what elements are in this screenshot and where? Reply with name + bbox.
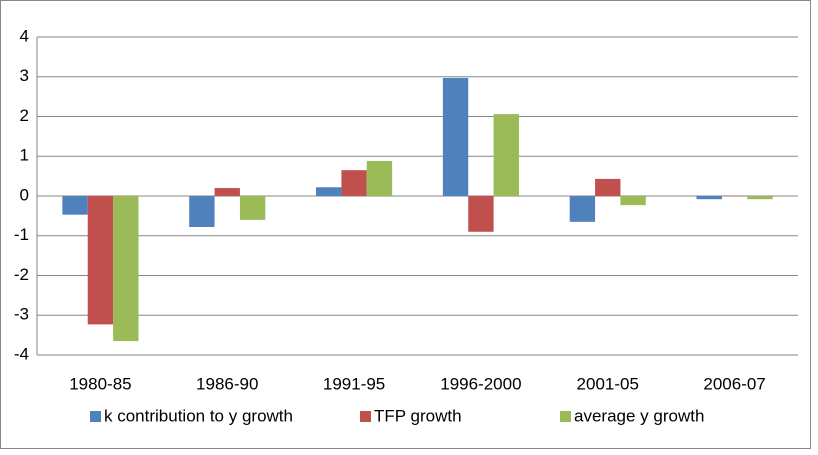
bar bbox=[316, 187, 341, 196]
x-tick-label: 2001-05 bbox=[577, 374, 639, 393]
bar bbox=[88, 196, 113, 324]
y-tick-label: -3 bbox=[14, 305, 29, 324]
legend-label: average y growth bbox=[574, 406, 704, 425]
legend-swatch bbox=[560, 411, 571, 422]
x-tick-label: 1996-2000 bbox=[440, 374, 521, 393]
y-tick-label: 0 bbox=[20, 185, 29, 204]
bar bbox=[468, 196, 493, 232]
bar bbox=[697, 196, 722, 199]
bar bbox=[494, 114, 519, 196]
x-tick-label: 2006-07 bbox=[703, 374, 765, 393]
bar bbox=[240, 196, 265, 220]
legend-swatch bbox=[90, 411, 101, 422]
y-tick-label: -2 bbox=[14, 265, 29, 284]
bar bbox=[747, 196, 772, 199]
bar bbox=[62, 196, 87, 215]
y-tick-label: 3 bbox=[20, 66, 29, 85]
bar bbox=[570, 196, 595, 222]
bar bbox=[595, 179, 620, 196]
bar bbox=[215, 188, 240, 196]
y-tick-label: 2 bbox=[20, 106, 29, 125]
bar bbox=[367, 161, 392, 196]
y-tick-label: 4 bbox=[20, 26, 29, 45]
legend-label: k contribution to y growth bbox=[104, 406, 293, 425]
bar bbox=[341, 170, 366, 196]
legend-swatch bbox=[360, 411, 371, 422]
bar bbox=[443, 78, 468, 196]
y-tick-label: -1 bbox=[14, 225, 29, 244]
y-tick-label: 1 bbox=[20, 146, 29, 165]
legend-label: TFP growth bbox=[374, 406, 462, 425]
x-tick-label: 1986-90 bbox=[196, 374, 258, 393]
bar bbox=[620, 196, 645, 205]
y-tick-label: -4 bbox=[14, 344, 29, 363]
x-tick-label: 1980-85 bbox=[69, 374, 131, 393]
x-tick-label: 1991-95 bbox=[323, 374, 385, 393]
bar bbox=[113, 196, 138, 341]
bar bbox=[189, 196, 214, 227]
